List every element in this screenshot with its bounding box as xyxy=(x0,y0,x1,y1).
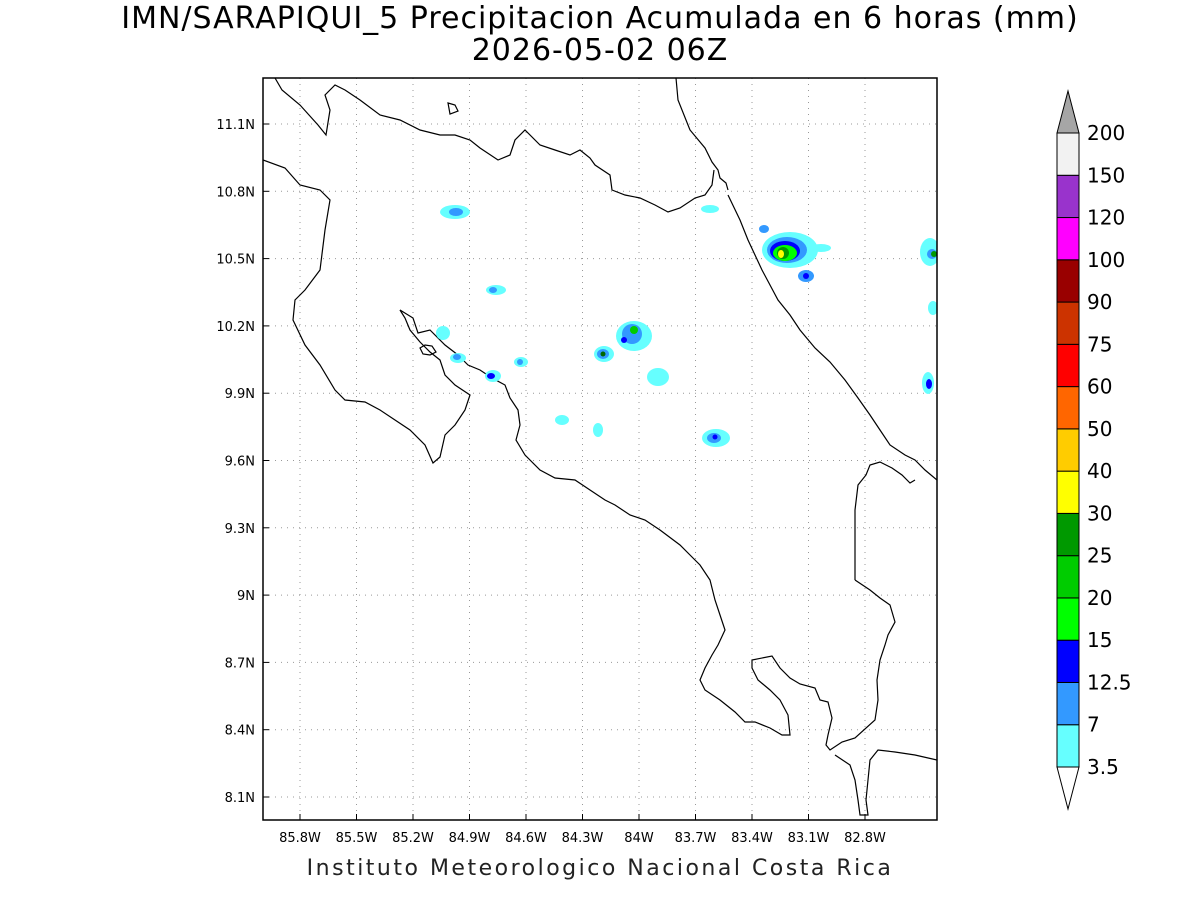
colorbar-box xyxy=(1056,386,1080,430)
colorbar-min-triangle xyxy=(1056,766,1080,811)
colorbar-label: 40 xyxy=(1087,459,1112,483)
x-tick-label: 84.3W xyxy=(562,831,604,846)
colorbar-label: 150 xyxy=(1087,163,1125,187)
x-tick-label: 85.8W xyxy=(279,831,321,846)
colorbar-label: 120 xyxy=(1087,206,1125,230)
map-title: IMN/SARAPIQUI_5 Precipitacion Acumulada … xyxy=(121,1,1079,36)
y-tick-label: 10.5N xyxy=(216,253,255,268)
colorbar-box xyxy=(1056,512,1080,557)
colorbar-box xyxy=(1056,301,1080,345)
colorbar-label: 100 xyxy=(1087,248,1125,272)
colorbar-box xyxy=(1056,217,1080,261)
y-axis: 11.1N 10.8N 10.5N 10.2N 9.9N 9.6N 9.3N 9N 8.7N 8.… xyxy=(216,118,269,806)
x-tick-label: 84W xyxy=(624,831,654,846)
colorbar-box xyxy=(1056,597,1080,641)
colorbar-box xyxy=(1056,470,1080,514)
x-tick-label: 84.9W xyxy=(449,831,491,846)
colorbar-label: 25 xyxy=(1087,544,1112,568)
x-tick-label: 85.2W xyxy=(392,831,434,846)
colorbar-label: 90 xyxy=(1087,290,1112,314)
map-grid xyxy=(263,78,937,820)
colorbar-box xyxy=(1056,555,1080,599)
y-tick-label: 9N xyxy=(237,589,255,604)
colorbar-legend: 3.5 7 12.5 15 20 25 30 40 50 60 75 90 100 120 150 200 xyxy=(1056,89,1132,811)
colorbar-max-triangle xyxy=(1056,89,1080,134)
x-tick-label: 84.6W xyxy=(505,831,547,846)
x-tick-label: 85.5W xyxy=(336,831,378,846)
y-tick-label: 10.2N xyxy=(216,320,255,335)
coastline xyxy=(263,78,937,816)
colorbar-label: 60 xyxy=(1087,375,1112,399)
y-tick-label: 9.9N xyxy=(225,387,255,402)
colorbar-label: 20 xyxy=(1087,586,1112,610)
x-axis: 85.8W 85.5W 85.2W 84.9W 84.6W 84.3W 84W 83.7W 83… xyxy=(279,814,886,846)
x-tick-label: 83.7W xyxy=(675,831,717,846)
colorbar-box xyxy=(1056,724,1080,768)
colorbar-label: 30 xyxy=(1087,501,1112,525)
footer-credit: Instituto Meteorologico Nacional Costa R… xyxy=(306,856,894,881)
precipitation-fields xyxy=(436,205,937,447)
plot-frame xyxy=(262,77,938,821)
y-tick-label: 9.3N xyxy=(225,522,255,537)
colorbar-label: 7 xyxy=(1087,713,1100,737)
x-tick-label: 82.8W xyxy=(844,831,886,846)
colorbar-box xyxy=(1056,639,1080,683)
colorbar-label: 200 xyxy=(1087,121,1125,145)
colorbar-label: 12.5 xyxy=(1087,670,1132,694)
colorbar-label: 15 xyxy=(1087,628,1112,652)
colorbar-label: 50 xyxy=(1087,417,1112,441)
x-tick-label: 83.1W xyxy=(788,831,830,846)
y-tick-label: 9.6N xyxy=(225,455,255,470)
colorbar-box xyxy=(1056,681,1080,726)
y-tick-label: 8.1N xyxy=(225,791,255,806)
map-subtitle: 2026-05-02 06Z xyxy=(471,33,729,68)
colorbar-label: 75 xyxy=(1087,332,1112,356)
colorbar-box xyxy=(1056,343,1080,388)
x-tick-label: 83.4W xyxy=(731,831,773,846)
y-tick-label: 8.4N xyxy=(225,724,255,739)
y-tick-label: 11.1N xyxy=(216,118,255,133)
colorbar-box xyxy=(1056,428,1080,472)
y-tick-label: 8.7N xyxy=(225,656,255,671)
colorbar-box xyxy=(1056,259,1080,303)
colorbar-label: 3.5 xyxy=(1087,755,1119,779)
colorbar-box xyxy=(1056,174,1080,219)
colorbar-box xyxy=(1056,132,1080,176)
y-tick-label: 10.8N xyxy=(216,185,255,200)
